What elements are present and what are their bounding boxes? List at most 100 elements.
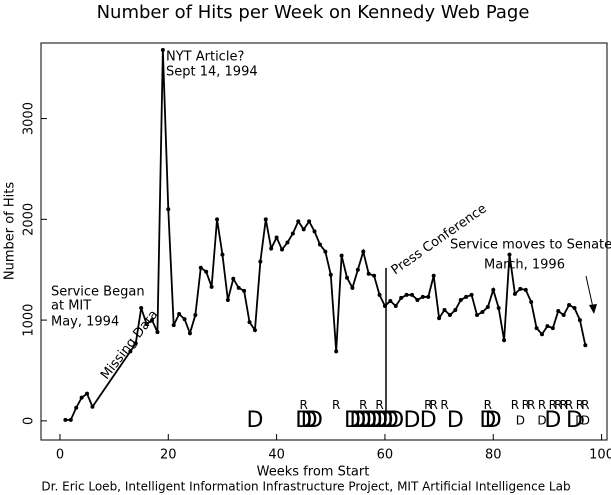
y-axis-label: Number of Hits [3,182,18,281]
data-point [328,272,333,277]
marker-letter: D [349,408,366,433]
x-tick-label: 20 [160,448,177,463]
footer: Dr. Eric Loeb, Intelligent Information I… [41,480,570,494]
x-tick-label: 0 [56,448,64,463]
annotation: NYT Article? [166,50,244,65]
data-point [567,302,572,307]
marker-letter: D [371,408,388,433]
senate-arrowhead [589,304,597,314]
data-point [447,313,452,318]
marker-letter: D [366,408,383,433]
data-point [431,273,436,278]
marker-letter: R [522,398,530,412]
marker-letter: R [559,398,567,412]
data-point [550,326,555,331]
y-tick-label: 3000 [22,102,37,135]
data-point [182,317,187,322]
data-point [399,295,404,300]
marker-letter: R [554,398,562,412]
data-point [280,247,285,252]
marker-letter: R [430,398,438,412]
data-point [334,349,339,354]
x-tick-label: 40 [268,448,285,463]
data-point [193,313,198,318]
data-point [485,304,490,309]
marker-letter: R [527,398,535,412]
data-point [128,349,133,354]
y-tick-label: 1000 [22,304,37,337]
marker-letter: D [360,408,377,433]
data-point [512,291,517,296]
series-line [65,50,587,421]
data-point [258,259,263,264]
data-point [166,207,171,212]
data-point [317,242,322,247]
data-point [187,331,192,336]
annotation: Sept 14, 1994 [166,65,258,80]
data-point [155,330,160,335]
annotation: May, 1994 [51,315,119,330]
data-point [534,326,539,331]
marker-letter: R [440,398,448,412]
marker-letter: D [376,408,393,433]
marker-letter: D [544,408,561,433]
data-point [252,328,257,333]
marker-letter: D [537,413,546,427]
data-point [144,322,149,327]
data-point [296,219,301,224]
data-point [312,229,317,234]
annotation: Service Began [51,285,145,300]
data-point [160,48,165,53]
data-point [307,219,312,224]
data-point [85,391,90,396]
marker-letter: D [485,408,502,433]
data-point [242,288,247,293]
data-point [518,286,523,291]
marker-letter: R [549,398,557,412]
data-point [545,324,550,329]
data-point [355,267,360,272]
data-point [204,269,209,274]
marker-letter: D [344,408,361,433]
data-point [225,297,230,302]
annotation: March, 1996 [484,258,565,273]
marker-letter: D [404,408,421,433]
data-point [209,284,214,289]
marker-letter: D [581,413,590,427]
marker-letter: R [484,398,492,412]
x-axis-label: Weeks from Start [257,465,370,480]
marker-letter: R [511,398,519,412]
marker-letter: D [420,408,437,433]
data-point [410,292,415,297]
data-point [231,276,236,281]
marker-letter: D [516,413,525,427]
marker-letter: R [581,398,589,412]
data-point [285,240,290,245]
data-point [475,313,480,318]
y-tick-label: 0 [22,417,37,425]
data-point [496,306,501,311]
data-point [377,292,382,297]
data-point [507,252,512,257]
data-point [68,417,73,422]
marker-letter: D [355,408,372,433]
data-point [63,417,68,422]
data-point [79,395,84,400]
data-point [393,303,398,308]
data-point [247,320,252,325]
y-tick-label: 2000 [22,203,37,236]
data-point [577,318,582,323]
data-point [556,309,561,314]
annotation: at MIT [51,299,91,314]
chart-title: Number of Hits per Week on Kennedy Web P… [97,2,530,23]
data-point [502,338,507,343]
data-point [572,306,577,311]
data-point [74,405,79,410]
marker-letter: D [306,408,323,433]
data-point [464,294,469,299]
marker-letter: D [246,408,263,433]
data-point [301,227,306,232]
marker-letter: R [576,398,584,412]
data-point [469,292,474,297]
